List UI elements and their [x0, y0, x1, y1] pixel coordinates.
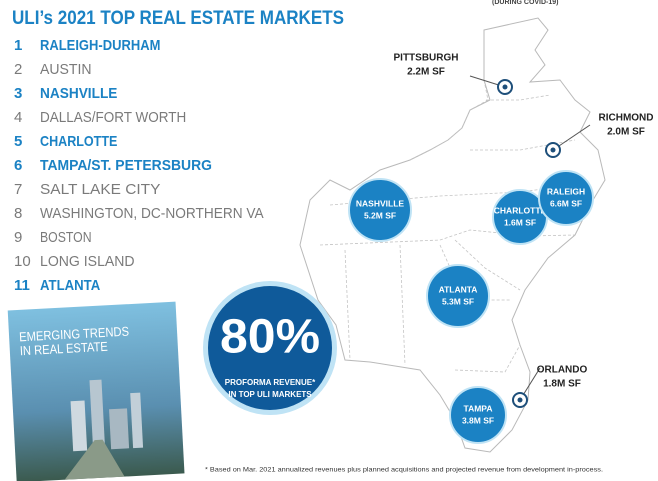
- rank-number: 6: [14, 157, 22, 174]
- market-city: RICHMOND: [599, 113, 654, 124]
- market-city: ORLANDO: [537, 365, 588, 376]
- market-size: 1.6M SF: [504, 217, 536, 227]
- rank-number: 11: [14, 277, 30, 294]
- market-city: ATLANTA: [439, 284, 478, 294]
- market-name: DALLAS/FORT WORTH: [40, 109, 186, 126]
- market-name: RALEIGH-DURHAM: [40, 37, 160, 54]
- stat-value: 80%: [220, 311, 320, 364]
- rank-number: 4: [14, 109, 22, 126]
- building: [70, 400, 88, 452]
- market-size: 2.0M SF: [607, 127, 645, 138]
- market-name: CHARLOTTE: [40, 133, 117, 150]
- market-circle: [426, 264, 490, 328]
- stat-circle: [208, 286, 332, 410]
- market-name: WASHINGTON, DC-NORTHERN VA: [40, 205, 264, 222]
- market-city: PITTSBURGH: [394, 53, 459, 64]
- market-circle: [348, 178, 412, 242]
- market-name: NASHVILLE: [40, 85, 117, 102]
- market-city: TAMPA: [464, 403, 493, 413]
- rank-number: 2: [14, 61, 22, 78]
- title: ULI’s 2021 TOP REAL ESTATE MARKETS: [12, 8, 344, 29]
- market-name: TAMPA/ST. PETERSBURG: [40, 157, 212, 174]
- market-name: ATLANTA: [40, 277, 100, 294]
- market-name: LONG ISLAND: [40, 253, 135, 270]
- building: [89, 379, 106, 451]
- market-name: SALT LAKE CITY: [40, 181, 160, 198]
- market-dot-center: [502, 84, 508, 90]
- rank-number: 5: [14, 133, 22, 150]
- market-size: 2.2M SF: [407, 67, 445, 78]
- book-title: EMERGING TRENDS: [19, 324, 130, 345]
- rank-number: 7: [14, 181, 22, 198]
- market-size: 6.6M SF: [550, 198, 582, 208]
- market-size: 5.3M SF: [442, 296, 474, 306]
- market-city: CHARLOTTE: [494, 205, 547, 215]
- market-size: 5.2M SF: [364, 210, 396, 220]
- rank-number: 1: [14, 37, 22, 54]
- corner-note: (DURING COVID-19): [492, 0, 559, 6]
- building: [130, 392, 144, 449]
- footnote: * Based on Mar. 2021 annualized revenues…: [205, 467, 603, 474]
- market-circle: [449, 386, 507, 444]
- stat-caption: PROFORMA REVENUE*: [225, 378, 316, 387]
- building: [109, 408, 130, 450]
- market-name: AUSTIN: [40, 61, 92, 78]
- rank-number: 3: [14, 85, 22, 102]
- rank-number: 9: [14, 229, 22, 246]
- rank-number: 8: [14, 205, 22, 222]
- market-size: 1.8M SF: [543, 379, 581, 390]
- walkway: [64, 439, 125, 480]
- market-size: 3.8M SF: [462, 415, 494, 425]
- stat-caption: IN TOP ULI MARKETS: [228, 390, 312, 399]
- market-dot-center: [517, 397, 523, 403]
- market-name: BOSTON: [40, 229, 92, 246]
- market-dot-center: [550, 147, 556, 153]
- market-city: NASHVILLE: [356, 198, 405, 208]
- book-title: IN REAL ESTATE: [19, 339, 108, 359]
- rank-number: 10: [14, 253, 31, 270]
- market-city: RALEIGH: [547, 186, 585, 196]
- market-circle: [538, 170, 594, 226]
